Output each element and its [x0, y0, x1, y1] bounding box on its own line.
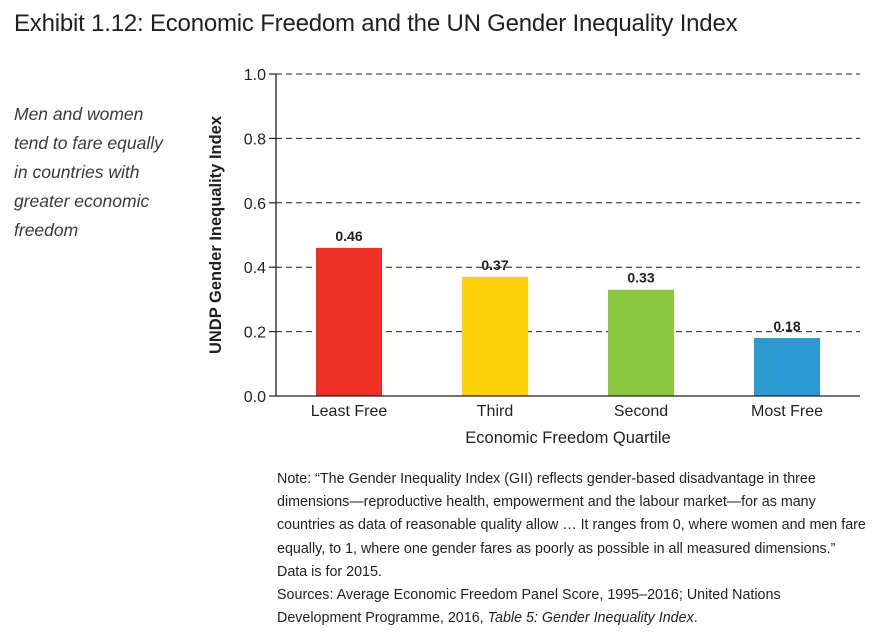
bar-chart: 0.0 0.2 0.4 0.6 0.8 1.0 0.46 Least Free 0.37 Thir… — [207, 67, 860, 447]
y-axis-title: UNDP Gender Inequality Index — [207, 115, 225, 354]
x-axis-title: Economic Freedom Quartile — [465, 429, 670, 447]
data-label: 0.33 — [627, 270, 654, 286]
labels: 0.0 0.2 0.4 0.6 0.8 1.0 0.46 Least Free 0.37 Thir… — [207, 67, 823, 447]
note-text: Note: “The Gender Inequality Index (GII)… — [277, 471, 866, 580]
sources-prefix: Sources: Average Economic Freedom Panel … — [277, 587, 781, 627]
bar — [608, 289, 674, 396]
gridlines — [276, 73, 860, 333]
sources-text: Sources: Average Economic Freedom Panel … — [277, 584, 867, 630]
data-label: 0.37 — [481, 257, 508, 273]
axes — [269, 73, 860, 397]
x-tick-label: Most Free — [751, 403, 823, 420]
sidebar-caption: Men and women tend to fare equally in co… — [14, 104, 163, 240]
sources-suffix: . — [693, 610, 698, 627]
y-tick-label: 0.0 — [244, 389, 266, 406]
bar — [462, 276, 528, 396]
y-tick-label: 0.4 — [244, 260, 266, 277]
x-tick-label: Third — [477, 403, 513, 420]
bar — [316, 247, 382, 396]
chart-note: Note: “The Gender Inequality Index (GII)… — [277, 468, 867, 630]
y-tick-label: 0.2 — [244, 325, 266, 342]
y-tick-label: 0.6 — [244, 196, 266, 213]
data-label: 0.18 — [773, 318, 800, 334]
bars — [316, 247, 820, 396]
x-tick-label: Second — [614, 403, 668, 420]
y-tick-label: 0.8 — [244, 131, 266, 148]
data-label: 0.46 — [335, 228, 362, 244]
exhibit-title: Exhibit 1.12: Economic Freedom and the U… — [14, 10, 738, 37]
x-tick-label: Least Free — [311, 403, 388, 420]
sources-italic: Table 5: Gender Inequality Index — [487, 610, 694, 627]
bar — [754, 338, 820, 396]
y-tick-label: 1.0 — [244, 67, 266, 84]
